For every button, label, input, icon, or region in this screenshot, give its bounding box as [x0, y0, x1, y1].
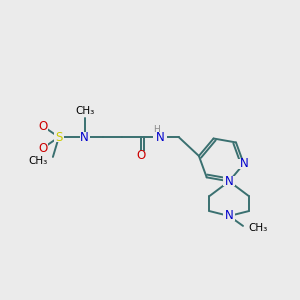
FancyBboxPatch shape	[223, 211, 235, 221]
Text: N: N	[239, 158, 248, 170]
FancyBboxPatch shape	[54, 132, 64, 142]
Text: N: N	[155, 130, 164, 144]
FancyBboxPatch shape	[80, 132, 90, 142]
FancyBboxPatch shape	[136, 151, 146, 161]
FancyBboxPatch shape	[238, 159, 250, 169]
Text: N: N	[80, 130, 89, 144]
Text: CH₃: CH₃	[248, 223, 267, 233]
FancyBboxPatch shape	[38, 121, 48, 131]
Text: S: S	[55, 130, 62, 144]
Text: O: O	[38, 120, 48, 133]
Text: N: N	[225, 209, 233, 223]
Text: CH₃: CH₃	[75, 106, 94, 116]
FancyBboxPatch shape	[223, 176, 235, 186]
Text: H: H	[154, 125, 160, 134]
FancyBboxPatch shape	[38, 143, 48, 153]
Text: CH₃: CH₃	[29, 156, 48, 166]
Text: O: O	[38, 142, 48, 154]
Text: O: O	[136, 149, 146, 162]
Text: N: N	[225, 175, 233, 188]
FancyBboxPatch shape	[153, 132, 167, 142]
